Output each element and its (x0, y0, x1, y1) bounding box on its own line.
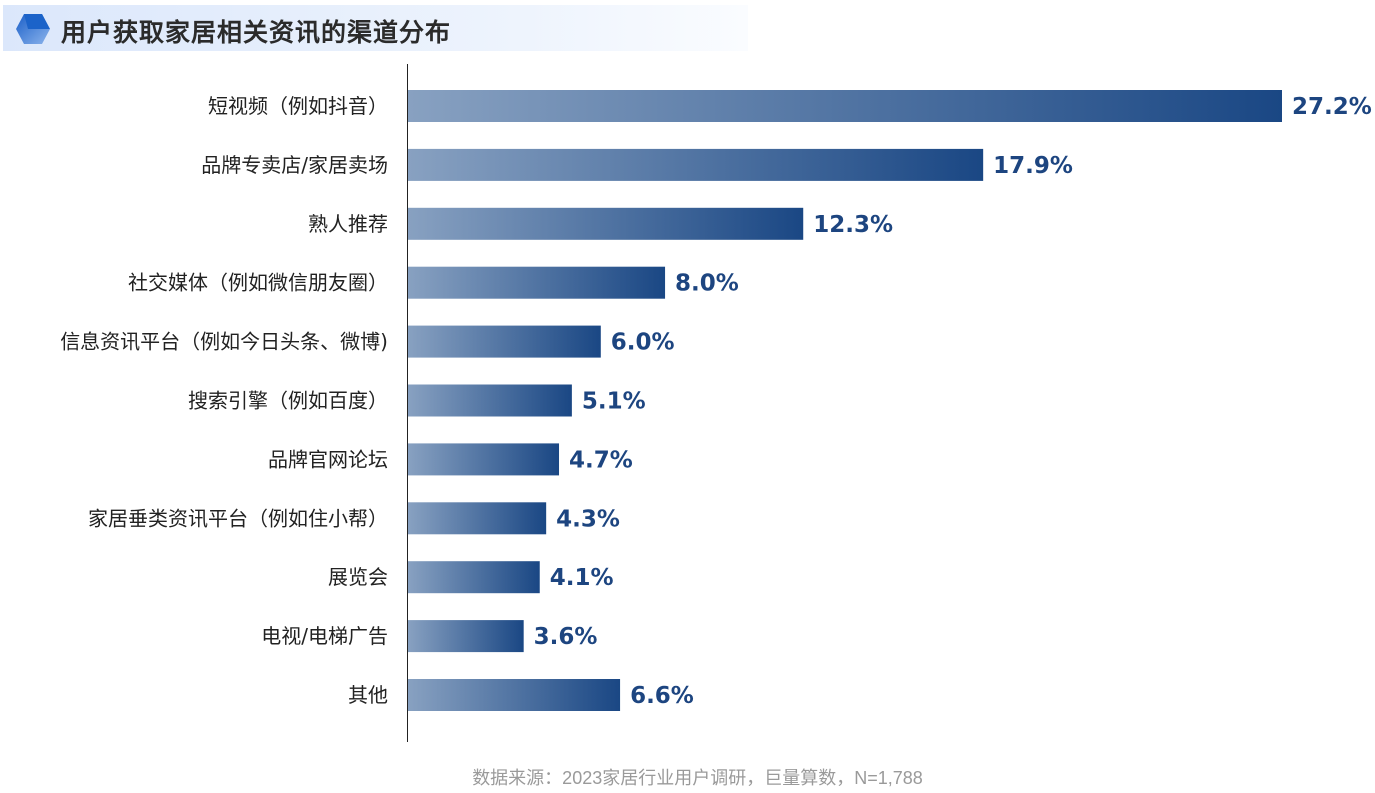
bar (408, 384, 572, 417)
bar (408, 502, 547, 535)
category-label: 电视/电梯广告 (261, 624, 388, 648)
category-label: 品牌专卖店/家居卖场 (201, 153, 388, 177)
value-label: 12.3% (813, 212, 893, 238)
title-banner: 用户获取家居相关资讯的渠道分布 (3, 5, 748, 51)
value-label: 8.0% (675, 271, 739, 297)
category-label: 短视频（例如抖音） (208, 94, 388, 118)
hexagon-icon (16, 14, 50, 44)
bar (408, 325, 601, 358)
bar (408, 561, 540, 594)
bar (408, 443, 560, 476)
bar (408, 90, 1282, 122)
bar (408, 148, 984, 181)
bar (408, 207, 804, 240)
value-label: 4.1% (550, 565, 614, 591)
category-label: 其他 (348, 683, 388, 707)
bar (408, 266, 666, 299)
value-label: 4.7% (569, 447, 633, 473)
category-label: 家居垂类资讯平台（例如住小帮） (88, 506, 388, 530)
bar (408, 679, 621, 711)
value-label: 6.0% (611, 330, 675, 356)
value-label: 17.9% (993, 153, 1073, 179)
value-label: 3.6% (534, 624, 598, 650)
category-label: 搜索引擎（例如百度） (188, 389, 388, 413)
chart-title: 用户获取家居相关资讯的渠道分布 (61, 18, 452, 47)
value-label: 4.3% (556, 506, 620, 532)
category-label: 展览会 (328, 565, 388, 589)
value-label: 27.2% (1292, 94, 1372, 120)
category-label: 信息资讯平台（例如今日头条、微博) (60, 330, 388, 354)
category-label: 社交媒体（例如微信朋友圈） (128, 271, 388, 295)
category-label: 熟人推荐 (308, 212, 388, 236)
value-label: 6.6% (630, 683, 694, 709)
source-note: 数据来源：2023家居行业用户调研，巨量算数，N=1,788 (472, 768, 923, 788)
bar (408, 620, 524, 653)
value-label: 5.1% (582, 389, 646, 415)
category-label: 品牌官网论坛 (268, 447, 388, 471)
